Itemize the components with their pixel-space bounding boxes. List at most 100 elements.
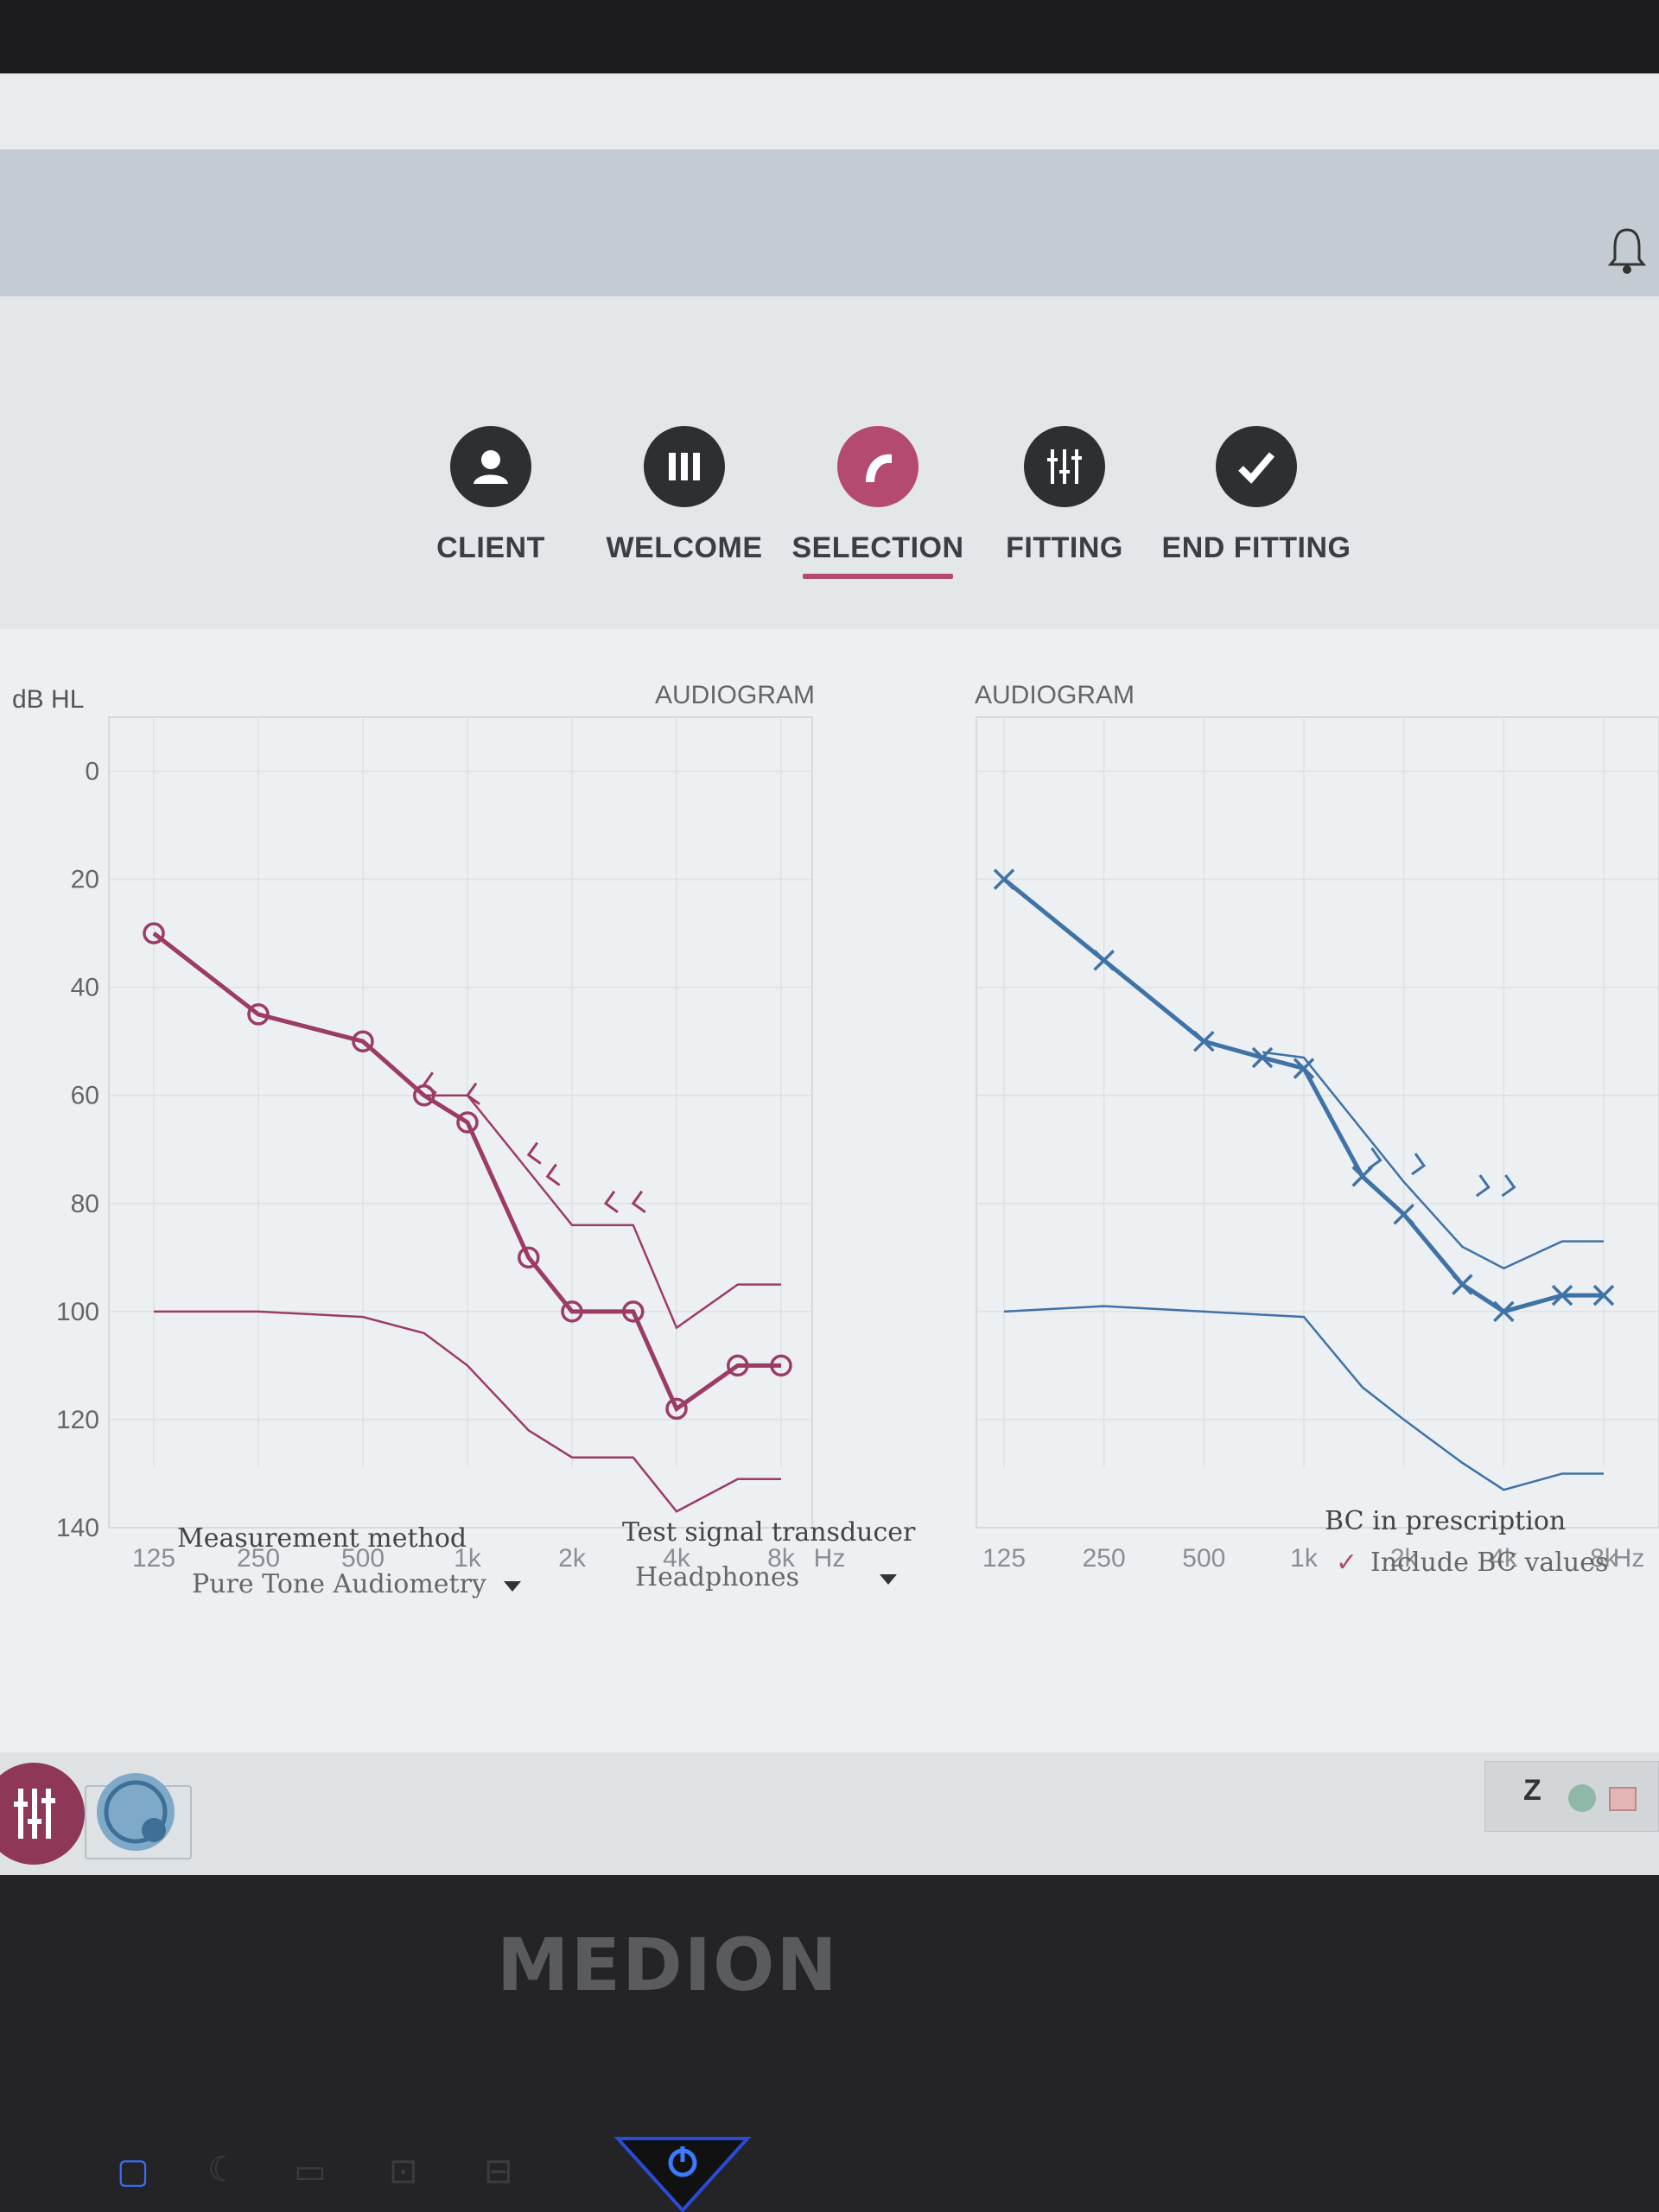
threshold-marker-x xyxy=(1193,1030,1215,1052)
x-tick-label: 1k xyxy=(1290,1544,1319,1573)
step-end-fitting-label: END FITTING xyxy=(1161,531,1351,564)
x-tick-label: 125 xyxy=(132,1544,175,1573)
brand-logo: MEDION xyxy=(497,1923,839,2007)
threshold-marker-x xyxy=(993,868,1015,890)
bc-prescription-label: BC in prescription xyxy=(1325,1506,1567,1536)
series-line-1 xyxy=(423,1094,781,1330)
y-tick-label: 120 xyxy=(56,1406,99,1434)
selection-icon xyxy=(837,426,918,507)
measurement-method-select[interactable]: Pure Tone Audiometry xyxy=(192,1569,486,1599)
x-tick-label: 4k xyxy=(1490,1544,1518,1573)
left-audiogram-title: AUDIOGRAM xyxy=(655,681,816,709)
threshold-marker-o xyxy=(456,1111,479,1134)
bc-marker xyxy=(1475,1174,1491,1198)
series-line-2 xyxy=(154,1310,781,1513)
threshold-marker-o xyxy=(665,1397,688,1421)
step-welcome[interactable]: WELCOME xyxy=(589,426,779,565)
tray-folder-icon[interactable] xyxy=(1606,1781,1641,1815)
include-bc-values-label: Include BC values xyxy=(1370,1548,1609,1578)
y-tick-label: 40 xyxy=(71,974,99,1002)
threshold-marker-o xyxy=(561,1300,583,1323)
header-bar xyxy=(0,149,1659,296)
threshold-marker-o xyxy=(770,1354,792,1377)
series-line-1 xyxy=(1262,1051,1604,1270)
padlock-icon: ⊟ xyxy=(484,2152,513,2190)
series-line-2 xyxy=(1003,1305,1604,1491)
threshold-marker-o xyxy=(727,1354,749,1377)
chevron-down-icon[interactable] xyxy=(880,1574,897,1585)
threshold-marker-x xyxy=(1251,1046,1274,1069)
threshold-marker-o xyxy=(247,1003,270,1026)
x-unit-label: Hz xyxy=(814,1544,846,1573)
transducer-label: Test signal transducer xyxy=(622,1517,916,1548)
threshold-marker-x xyxy=(1493,1300,1515,1323)
y-tick-label: 20 xyxy=(71,866,99,894)
power-button-icon[interactable] xyxy=(609,2134,756,2212)
fitting-app-taskbar-icon[interactable] xyxy=(0,1763,85,1865)
series-line-0 xyxy=(152,931,781,1413)
battery-icon: ▭ xyxy=(294,2152,327,2190)
threshold-marker-o xyxy=(352,1030,374,1052)
threshold-marker-x xyxy=(1452,1274,1473,1295)
globe-app-taskbar-icon[interactable] xyxy=(97,1773,175,1851)
step-client[interactable]: CLIENT xyxy=(396,426,586,565)
x-tick-label: 500 xyxy=(341,1544,385,1573)
bell-icon[interactable] xyxy=(1607,225,1647,276)
x-tick-label: 500 xyxy=(1182,1544,1225,1573)
bc-marker xyxy=(1367,1147,1382,1170)
x-tick-label: 250 xyxy=(1083,1544,1126,1573)
plot-area xyxy=(108,716,813,1529)
y-axis-unit: dB HL xyxy=(12,685,85,714)
moon-icon: ☾ xyxy=(207,2151,238,2189)
step-selection-label: SELECTION xyxy=(791,531,964,564)
bc-marker xyxy=(422,1071,437,1095)
step-fitting[interactable]: FITTING xyxy=(969,426,1160,565)
measurement-method-label: Measurement method xyxy=(177,1523,467,1554)
transducer-select[interactable]: Headphones xyxy=(635,1562,800,1592)
audiogram-panel: dB HL AUDIOGRAM AUDIOGRAM 0 20 40 60 80 100 12… xyxy=(0,629,1659,1752)
bc-marker xyxy=(1501,1174,1516,1198)
step-end-fitting[interactable]: END FITTING xyxy=(1161,426,1351,565)
bc-marker xyxy=(465,1082,480,1105)
x-tick-label: 125 xyxy=(982,1544,1026,1573)
y-tick-label: 60 xyxy=(71,1082,99,1110)
x-tick-label: 2k xyxy=(1390,1544,1419,1573)
app-screen: CLIENT WELCOME SELECTION FITTING END xyxy=(0,73,1659,1875)
threshold-marker-x xyxy=(1551,1284,1573,1306)
step-selection[interactable]: SELECTION xyxy=(783,426,973,579)
threshold-marker-x xyxy=(1592,1284,1615,1306)
x-tick-label: 4k xyxy=(663,1544,691,1573)
bc-marker xyxy=(1411,1153,1427,1176)
step-client-label: CLIENT xyxy=(436,531,545,564)
threshold-marker-x xyxy=(1393,1204,1414,1225)
workflow-nav: CLIENT WELCOME SELECTION FITTING END xyxy=(0,296,1659,629)
x-unit-label: Hz xyxy=(1613,1544,1645,1573)
tray-text[interactable]: Z xyxy=(1523,1774,1541,1807)
x-tick-label: 8k xyxy=(1590,1544,1618,1573)
x-tick-label: 2k xyxy=(558,1544,587,1573)
y-tick-label: 140 xyxy=(56,1514,99,1542)
client-icon xyxy=(450,426,531,507)
hardware-indicator-icon: ▢ xyxy=(117,2152,149,2190)
right-audiogram-title: AUDIOGRAM xyxy=(975,681,1135,709)
y-tick-label: 0 xyxy=(85,758,99,786)
lock-icon: ⊡ xyxy=(389,2152,418,2190)
bc-marker xyxy=(526,1141,542,1165)
threshold-marker-x xyxy=(1351,1166,1373,1187)
step-welcome-label: WELCOME xyxy=(606,531,763,564)
threshold-marker-o xyxy=(622,1300,645,1323)
threshold-marker-o xyxy=(518,1246,540,1269)
taskbar: Z xyxy=(0,1752,1659,1875)
x-tick-label: 8k xyxy=(767,1544,796,1573)
bc-marker xyxy=(603,1190,619,1214)
chevron-down-icon[interactable] xyxy=(504,1581,521,1592)
threshold-marker-x xyxy=(1293,1058,1315,1079)
tray-app-icon[interactable] xyxy=(1565,1781,1599,1815)
title-strip xyxy=(0,73,1659,149)
active-step-underline xyxy=(803,574,953,579)
bc-checkbox[interactable]: ✓ xyxy=(1336,1548,1358,1578)
x-tick-label: 1k xyxy=(454,1544,482,1573)
x-tick-label: 250 xyxy=(237,1544,280,1573)
step-fitting-label: FITTING xyxy=(1006,531,1123,564)
